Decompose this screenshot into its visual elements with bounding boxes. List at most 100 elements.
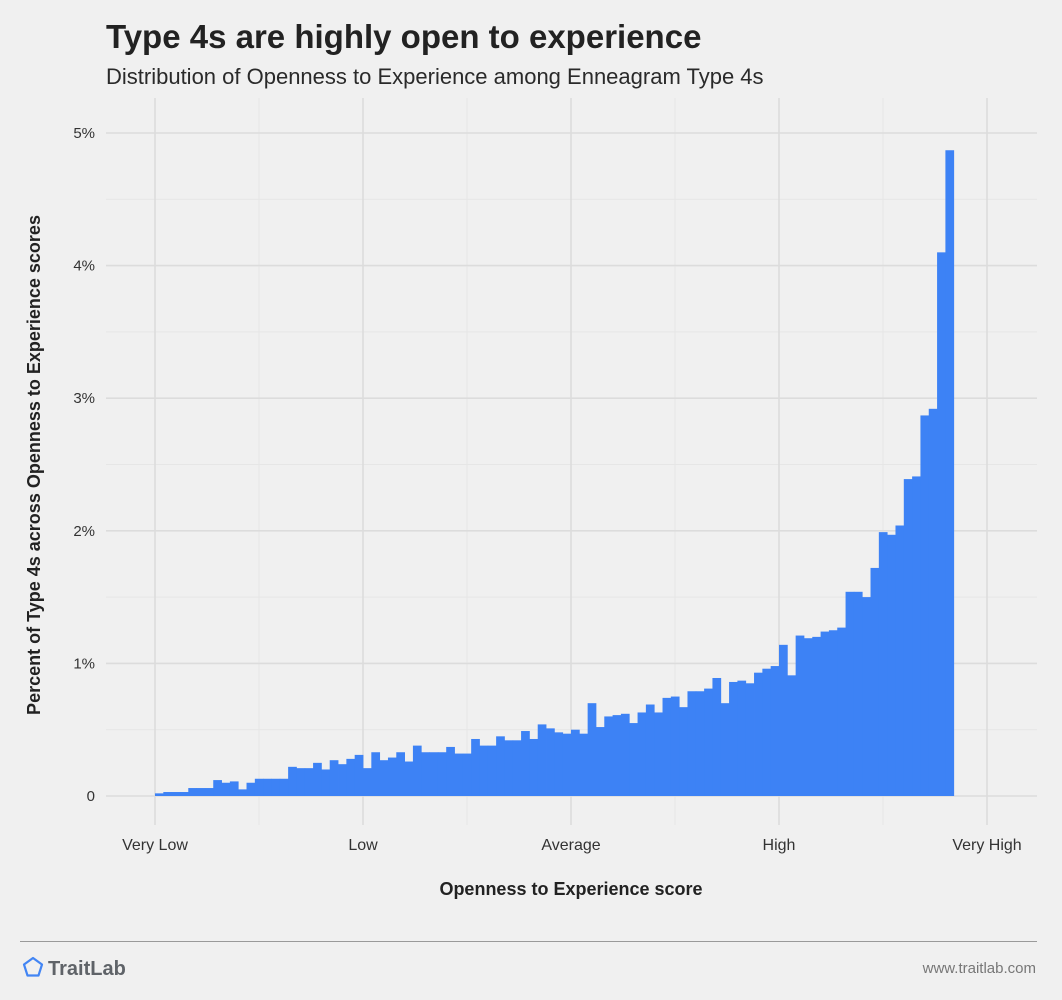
histogram-bar bbox=[562, 733, 572, 796]
histogram-bar bbox=[595, 727, 605, 796]
histogram-bar bbox=[321, 769, 331, 796]
histogram-bar bbox=[446, 746, 455, 796]
histogram-bars bbox=[155, 150, 955, 797]
histogram-bar bbox=[238, 789, 247, 796]
histogram-bar bbox=[571, 729, 580, 796]
histogram-bar bbox=[221, 782, 231, 796]
histogram-bar bbox=[179, 792, 189, 796]
histogram-bar bbox=[878, 532, 888, 796]
histogram-bar bbox=[779, 644, 788, 796]
histogram-bar bbox=[521, 731, 530, 796]
histogram-bar bbox=[745, 683, 755, 796]
histogram-bar bbox=[945, 150, 955, 797]
histogram-bar bbox=[587, 703, 597, 796]
histogram-bar bbox=[254, 778, 264, 796]
histogram-bar bbox=[554, 732, 564, 796]
y-tick-label: 4% bbox=[73, 258, 95, 275]
histogram-bar bbox=[862, 597, 871, 796]
y-tick-label: 2% bbox=[73, 523, 95, 540]
histogram-bar bbox=[837, 627, 846, 796]
histogram-bar bbox=[870, 567, 880, 796]
histogram-bar bbox=[263, 778, 272, 796]
histogram-bar bbox=[812, 636, 821, 796]
histogram-bar bbox=[512, 740, 522, 796]
histogram-bar bbox=[820, 631, 830, 796]
histogram-bar bbox=[604, 716, 613, 796]
histogram-bar bbox=[363, 768, 372, 796]
histogram-bar bbox=[188, 788, 197, 796]
histogram-bar bbox=[529, 738, 539, 796]
histogram-bar bbox=[928, 408, 938, 796]
histogram-bar bbox=[371, 752, 381, 796]
histogram-bar bbox=[271, 778, 281, 796]
y-axis-title: Percent of Type 4s across Openness to Ex… bbox=[24, 215, 44, 715]
histogram-bar bbox=[853, 591, 863, 796]
histogram-bar bbox=[828, 630, 838, 796]
histogram-bar bbox=[204, 788, 214, 796]
histogram-bar bbox=[437, 752, 447, 796]
x-tick-label: Average bbox=[541, 837, 600, 854]
brand-logo[interactable]: TraitLab bbox=[22, 956, 126, 982]
histogram-bar bbox=[737, 680, 747, 796]
histogram-bar bbox=[171, 792, 181, 796]
histogram-bar bbox=[471, 738, 480, 796]
histogram-bar bbox=[546, 728, 555, 796]
histogram-bar bbox=[670, 696, 680, 796]
histogram-bar bbox=[912, 476, 921, 796]
footer-divider bbox=[20, 941, 1037, 942]
histogram-bar bbox=[155, 793, 164, 796]
histogram-bar bbox=[313, 762, 322, 796]
y-tick-label: 0 bbox=[87, 788, 95, 805]
histogram-bar bbox=[629, 723, 638, 796]
histogram-bar bbox=[329, 760, 339, 796]
histogram-bar bbox=[754, 672, 763, 796]
histogram-bar bbox=[762, 668, 772, 796]
histogram-bar bbox=[396, 752, 405, 796]
histogram-bar bbox=[288, 766, 297, 796]
histogram-bar bbox=[537, 724, 547, 796]
y-tick-label: 5% bbox=[73, 125, 95, 142]
chart-subtitle: Distribution of Openness to Experience a… bbox=[106, 64, 764, 89]
histogram-bar bbox=[404, 761, 414, 796]
histogram-bar bbox=[887, 534, 896, 796]
histogram-bar bbox=[213, 780, 222, 796]
y-tick-label: 3% bbox=[73, 390, 95, 407]
chart-title: Type 4s are highly open to experience bbox=[106, 18, 702, 55]
histogram-bar bbox=[229, 781, 239, 796]
histogram-bar bbox=[163, 792, 173, 796]
histogram-bar bbox=[787, 675, 797, 796]
histogram-bar bbox=[579, 733, 589, 796]
histogram-bar bbox=[903, 479, 913, 796]
histogram-bar bbox=[304, 768, 314, 796]
histogram-bar bbox=[729, 681, 738, 796]
x-tick-label: Low bbox=[348, 837, 378, 854]
site-url[interactable]: www.traitlab.com bbox=[922, 960, 1036, 977]
histogram-bar bbox=[462, 753, 472, 796]
x-tick-label: Very High bbox=[952, 837, 1021, 854]
histogram-bar bbox=[346, 758, 356, 796]
x-axis-tick-labels: Very Low Low Average High Very High bbox=[122, 837, 1022, 854]
histogram-bar bbox=[196, 788, 206, 796]
histogram-bar bbox=[487, 745, 497, 796]
histogram-bar bbox=[412, 745, 422, 796]
histogram-bar bbox=[504, 740, 514, 796]
histogram-bar bbox=[479, 745, 489, 796]
histogram-bar bbox=[770, 666, 780, 796]
histogram-bar bbox=[246, 782, 256, 796]
histogram-bar bbox=[695, 691, 705, 796]
histogram-bar bbox=[704, 688, 713, 796]
histogram-bar bbox=[279, 778, 289, 796]
histogram-bar bbox=[712, 677, 722, 796]
histogram-bar bbox=[645, 704, 655, 796]
histogram-bar bbox=[296, 768, 306, 796]
histogram-bar bbox=[920, 415, 930, 796]
histogram-chart: 0 1% 2% 3% 4% 5% Very Low Low Average High Very H… bbox=[24, 98, 1037, 899]
histogram-bar bbox=[662, 697, 672, 796]
histogram-bar bbox=[379, 760, 389, 796]
brand-name: TraitLab bbox=[48, 957, 126, 980]
histogram-bar bbox=[937, 252, 946, 797]
histogram-bar bbox=[654, 712, 663, 796]
histogram-bar bbox=[421, 752, 430, 796]
histogram-bar bbox=[620, 713, 630, 796]
histogram-bar bbox=[895, 525, 905, 796]
